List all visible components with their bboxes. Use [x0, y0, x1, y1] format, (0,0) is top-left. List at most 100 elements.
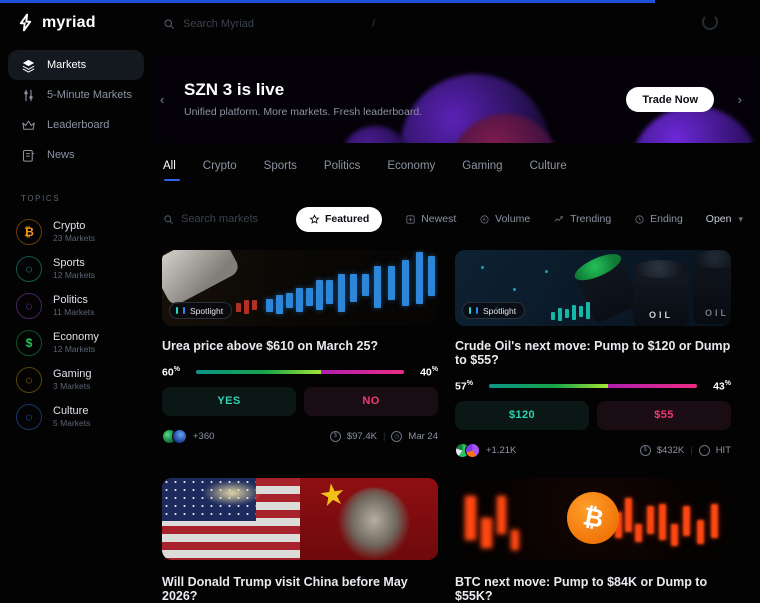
topics-section-label: TOPICS: [21, 194, 152, 203]
no-percent: 43%: [705, 380, 731, 393]
topic-count: 12 Markets: [53, 270, 95, 280]
tab-gaming[interactable]: Gaming: [462, 160, 502, 181]
market-footer: +1.21K $ $432K | ⋅ HIT: [455, 443, 731, 458]
candlestick-art: [244, 300, 249, 314]
candlestick-art: [558, 308, 562, 321]
candlestick-art: [388, 266, 395, 300]
category-tabs: All Crypto Sports Politics Economy Gamin…: [163, 160, 567, 181]
tab-politics[interactable]: Politics: [324, 160, 360, 181]
market-image-btc[interactable]: ₿: [455, 478, 731, 560]
hero-banner[interactable]: ‹ SZN 3 is live Unified platform. More m…: [150, 56, 760, 143]
market-image-urea[interactable]: Spotlight: [162, 250, 438, 326]
candlestick-art: [402, 260, 409, 306]
sort-featured-pill[interactable]: Featured: [296, 207, 382, 232]
urea-bag-art: [162, 250, 241, 307]
tab-economy[interactable]: Economy: [387, 160, 435, 181]
tab-culture[interactable]: Culture: [530, 160, 567, 181]
market-search-input[interactable]: Search markets: [163, 213, 273, 225]
bet-yes-button[interactable]: YES: [162, 387, 296, 416]
sort-trending[interactable]: Trending: [553, 213, 611, 225]
sort-ending[interactable]: Ending: [634, 213, 683, 225]
banner-subtitle: Unified platform. More markets. Fresh le…: [184, 106, 422, 118]
market-search-placeholder: Search markets: [181, 213, 258, 225]
candlestick-art: [350, 274, 357, 302]
sort-newest[interactable]: Newest: [405, 213, 456, 225]
news-icon: [21, 148, 36, 163]
candlestick-art: [296, 288, 303, 312]
sort-volume[interactable]: Volume: [479, 213, 530, 225]
candlestick-art: [511, 530, 519, 550]
market-card: Spotlight Urea price above $610 on March…: [162, 250, 438, 444]
filter-bar: Search markets Featured Newest Volume Tr…: [163, 206, 743, 232]
topic-count: 23 Markets: [53, 233, 95, 243]
trump-hair-art: [202, 480, 262, 506]
candlestick-art: [236, 303, 241, 312]
sidebar-item-leaderboard[interactable]: Leaderboard: [8, 110, 144, 140]
odds-meter: 60% 40%: [162, 366, 438, 379]
bet-no-button[interactable]: $55: [597, 401, 731, 430]
market-title[interactable]: Urea price above $610 on March 25?: [162, 339, 438, 353]
star-icon: [309, 214, 320, 225]
market-title[interactable]: Will Donald Trump visit China before May…: [162, 575, 438, 603]
market-footer: +360 $ $97.4K | ◷ Mar 24: [162, 429, 438, 444]
no-percent: 40%: [412, 366, 438, 379]
bitcoin-icon: ₿: [567, 492, 619, 544]
market-image-trump-china[interactable]: ★: [162, 478, 438, 560]
spotlight-icon: [176, 307, 178, 314]
sort-ending-label: Ending: [650, 213, 683, 225]
page-loading-bar: [0, 0, 655, 3]
status-dropdown[interactable]: Open ▾: [706, 213, 743, 225]
sidebar-item-5-minute-markets[interactable]: 5-Minute Markets: [8, 80, 144, 110]
banner-next-icon[interactable]: ›: [738, 92, 742, 107]
market-volume: $97.4K: [347, 431, 377, 442]
search-icon: [163, 214, 174, 225]
layers-icon: [21, 58, 36, 73]
tab-all[interactable]: All: [163, 160, 176, 181]
trader-count: +1.21K: [486, 445, 516, 456]
oil-barrel-art: [575, 256, 642, 324]
sort-trending-label: Trending: [570, 213, 611, 225]
avatar: [465, 443, 480, 458]
topic-gaming-icon: ◌: [16, 367, 42, 393]
topic-label: Economy: [53, 331, 99, 345]
candlestick-art: [252, 300, 257, 310]
crown-icon: [21, 118, 36, 133]
topic-count: 3 Markets: [53, 381, 92, 391]
candlestick-art: [374, 266, 381, 308]
market-image-crude-oil[interactable]: OIL OIL Spotlight: [455, 250, 731, 326]
candlestick-art: [338, 274, 345, 312]
tab-sports[interactable]: Sports: [264, 160, 297, 181]
sidebar-item-news[interactable]: News: [8, 140, 144, 170]
candlestick-art: [683, 506, 690, 536]
market-title[interactable]: Crude Oil's next move: Pump to $120 or D…: [455, 339, 731, 367]
candlestick-art: [579, 306, 583, 317]
topic-label: Crypto: [53, 220, 95, 234]
trade-now-button[interactable]: Trade Now: [626, 87, 714, 112]
search-shortcut-hint: /: [372, 18, 375, 30]
sidebar-item-label: News: [47, 149, 75, 161]
chevron-down-icon: ▾: [738, 214, 743, 225]
market-deadline: Mar 24: [408, 431, 438, 442]
candlestick-art: [711, 504, 718, 538]
topic-economy-icon: $: [16, 330, 42, 356]
myriad-logo[interactable]: myriad: [16, 13, 96, 32]
status-dropdown-value: Open: [706, 213, 732, 225]
banner-prev-icon[interactable]: ‹: [160, 92, 164, 107]
bet-yes-button[interactable]: $120: [455, 401, 589, 430]
global-search-input[interactable]: Search Myriad /: [163, 13, 375, 35]
sidebar-item-label: Leaderboard: [47, 119, 109, 131]
xi-face-art: [338, 488, 410, 560]
topic-count: 11 Markets: [53, 307, 94, 317]
tab-crypto[interactable]: Crypto: [203, 160, 237, 181]
bet-no-button[interactable]: NO: [304, 387, 438, 416]
candlestick-art: [586, 302, 590, 319]
candlestick-art: [266, 299, 273, 312]
sidebar-item-markets[interactable]: Markets: [8, 50, 144, 80]
market-title[interactable]: BTC next move: Pump to $84K or Dump to $…: [455, 575, 731, 603]
